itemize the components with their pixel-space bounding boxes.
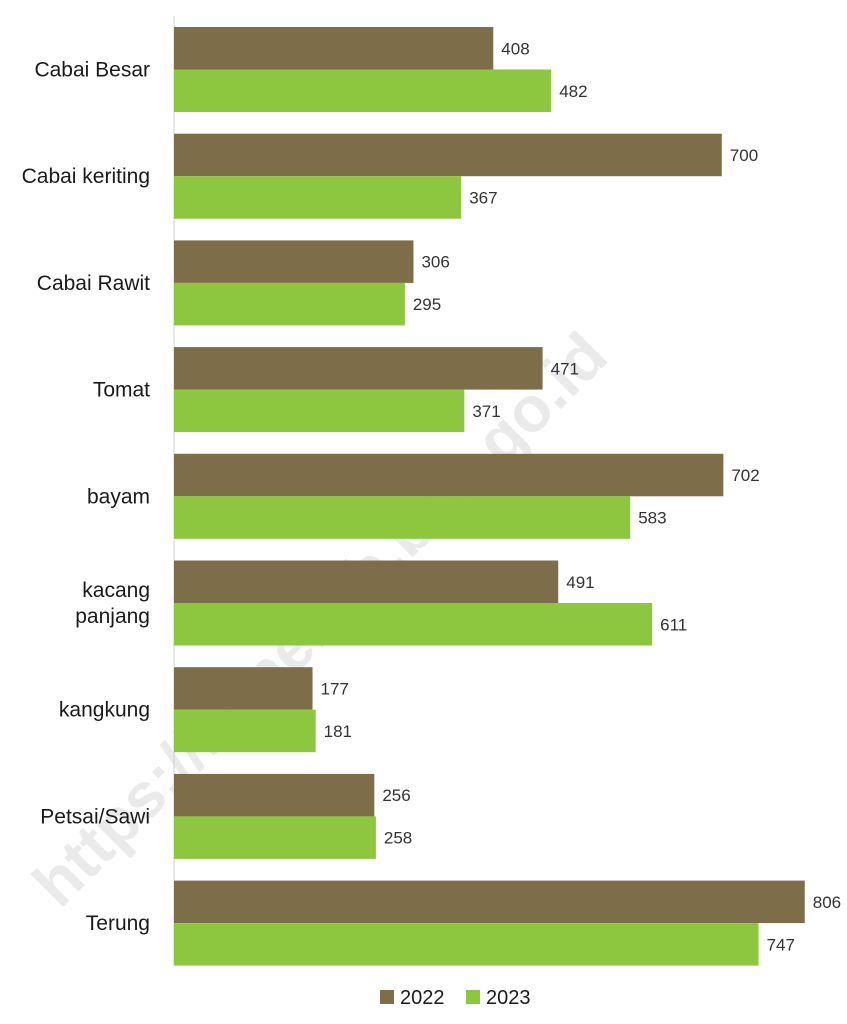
legend-label: 2022: [400, 987, 445, 1009]
bar-2022: [174, 667, 313, 710]
bar-2023: [174, 389, 465, 433]
bar-2023: [174, 923, 759, 966]
category-label: kacang panjang: [75, 579, 150, 628]
category-label: Cabai keriting: [22, 165, 150, 188]
bar-2022: [174, 880, 805, 924]
category-label: Tomat: [93, 379, 150, 402]
category-label: Terung: [86, 912, 150, 935]
bar-2022: [174, 453, 724, 497]
data-label: 256: [382, 786, 410, 805]
category-label: Cabai Besar: [34, 59, 150, 82]
bar-2023: [174, 69, 552, 112]
data-label: 482: [559, 82, 587, 101]
data-label: 181: [324, 722, 352, 741]
bar-2023: [174, 709, 316, 753]
legend-swatch: [466, 990, 480, 1004]
data-label: 258: [384, 829, 412, 848]
data-label: 747: [767, 935, 795, 954]
data-label: 367: [469, 188, 497, 207]
bar-2022: [174, 560, 559, 603]
category-label: bayam: [87, 485, 150, 508]
data-label: 806: [813, 893, 841, 912]
data-label: 471: [551, 359, 579, 378]
data-label: 700: [730, 146, 758, 165]
bar-2023: [174, 496, 631, 539]
bar-2023: [174, 282, 405, 326]
data-label: 491: [566, 573, 594, 592]
data-label: 702: [731, 466, 759, 485]
data-label: 611: [660, 615, 687, 634]
category-label: Petsai/Sawi: [40, 805, 150, 828]
bar-2022: [174, 240, 414, 283]
bar-2022: [174, 773, 375, 817]
data-label: 295: [413, 295, 441, 314]
legend: 2022 2023: [380, 987, 531, 1009]
bar-2023: [174, 603, 653, 646]
category-label: Cabai Rawit: [37, 272, 150, 295]
data-label: 371: [472, 402, 500, 421]
data-label: 177: [321, 679, 349, 698]
bar-2022: [174, 347, 543, 390]
bar-2022: [174, 133, 722, 177]
bar-2023: [174, 176, 462, 219]
legend-label: 2023: [486, 987, 531, 1009]
data-label: 408: [501, 39, 529, 58]
legend-swatch: [380, 990, 394, 1004]
bar-2023: [174, 816, 376, 859]
category-label: kangkung: [59, 699, 150, 722]
data-label: 583: [638, 509, 666, 528]
data-label: 306: [421, 253, 449, 272]
bar-2022: [174, 27, 494, 70]
